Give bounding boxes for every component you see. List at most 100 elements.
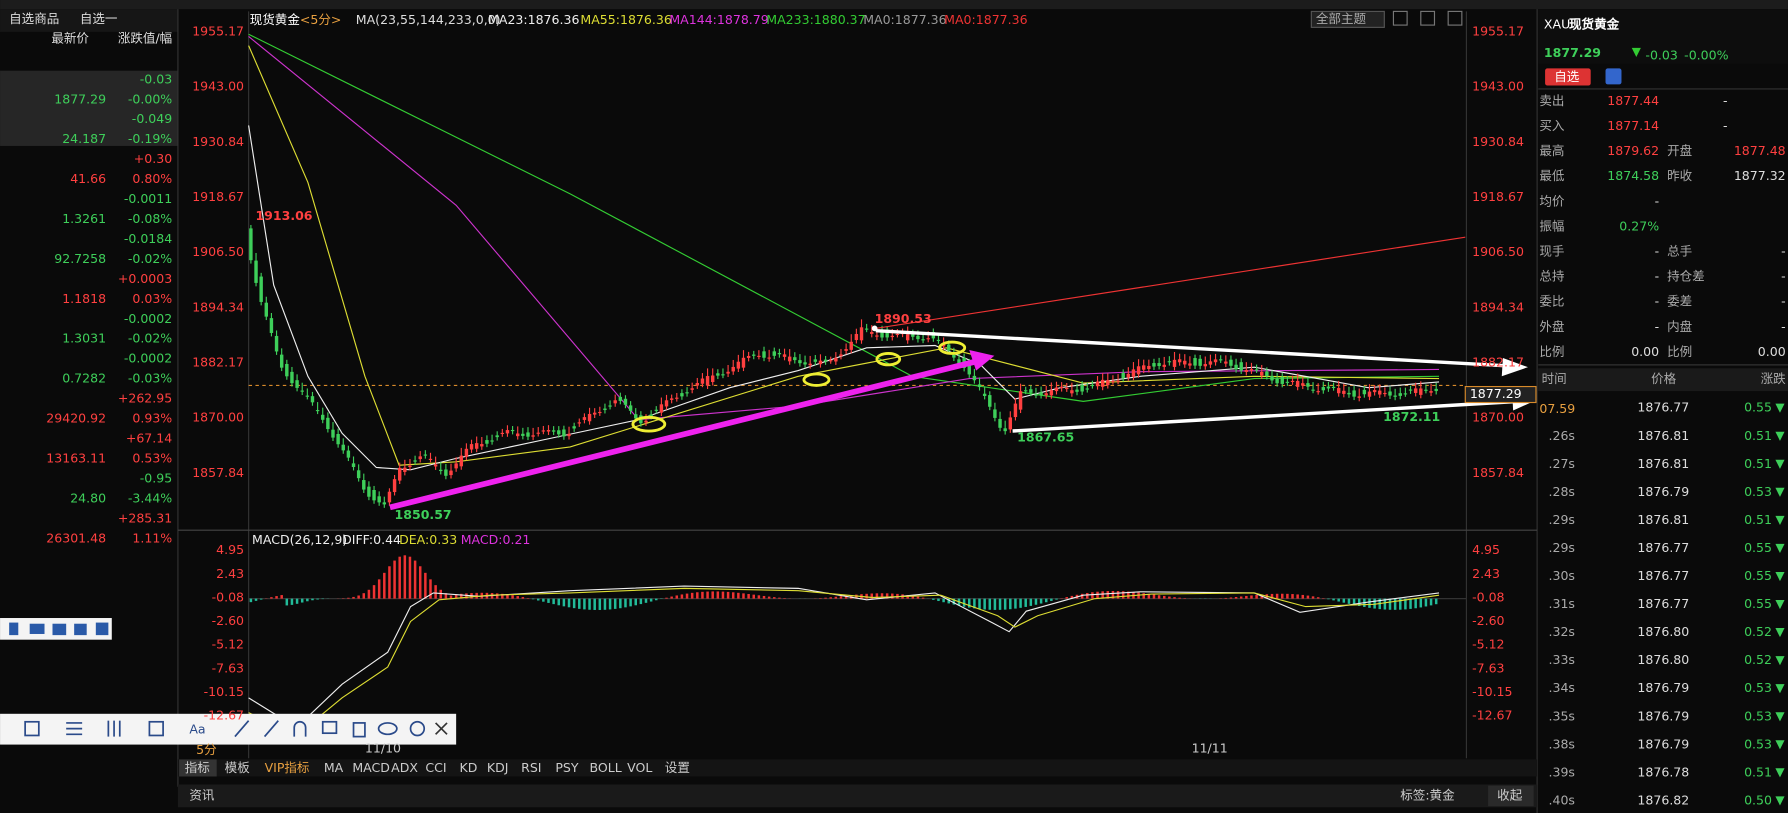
candle-body xyxy=(1260,371,1264,376)
macd-axis-label: 4.95 xyxy=(216,542,244,557)
candle-body xyxy=(454,463,458,469)
change: -0.0002 xyxy=(124,311,172,326)
price: 1.1818 xyxy=(62,291,106,306)
tick-time: .27s xyxy=(1549,456,1575,471)
date-label: 11/10 xyxy=(365,741,401,756)
change: +262.95 xyxy=(118,391,172,406)
candle-body xyxy=(875,335,879,337)
candle-body xyxy=(1039,392,1043,396)
candle-body xyxy=(598,411,602,414)
indicator-tab[interactable]: VOL xyxy=(627,760,652,775)
theme-button[interactable] xyxy=(1310,10,1385,28)
candle-body xyxy=(526,432,530,437)
indicator-tab[interactable]: 指标 xyxy=(185,760,210,775)
pct: 1.11% xyxy=(132,530,172,545)
candle-body xyxy=(592,412,597,415)
candle-body xyxy=(721,374,725,376)
collapse-label[interactable]: 收起 xyxy=(1497,787,1523,802)
candle-body xyxy=(731,366,735,372)
news-tab[interactable]: 资讯 xyxy=(189,787,215,802)
annotation: 1872.11 xyxy=(1383,409,1440,424)
alert-button[interactable] xyxy=(1605,68,1622,85)
candle-body xyxy=(356,470,361,479)
candle-body xyxy=(1136,366,1141,375)
candle-body xyxy=(854,333,859,341)
price: 26301.48 xyxy=(46,530,106,545)
watch-button-label[interactable]: 自选 xyxy=(1554,69,1580,84)
input-icons[interactable] xyxy=(9,622,109,636)
indicator-tab[interactable]: MA xyxy=(324,760,344,775)
candle-body xyxy=(1270,376,1274,381)
active-tab[interactable] xyxy=(179,759,217,777)
candle-body xyxy=(557,430,561,435)
candle-body xyxy=(505,430,510,434)
icon[interactable] xyxy=(1392,10,1408,26)
quote-value: - xyxy=(1723,118,1728,133)
candle-body xyxy=(1367,391,1372,397)
icon[interactable] xyxy=(1447,10,1463,26)
candle-body xyxy=(321,414,325,420)
candle-body xyxy=(346,450,351,458)
icon[interactable] xyxy=(1420,10,1436,26)
indicator-tab[interactable]: CCI xyxy=(425,760,446,775)
candle-body xyxy=(941,344,946,347)
tick-change: 0.51 xyxy=(1744,456,1772,471)
pct: 0.03% xyxy=(132,291,172,306)
collapse-button[interactable] xyxy=(1488,785,1534,807)
tick-change: 0.51 xyxy=(1744,512,1772,527)
candle-body xyxy=(649,414,653,417)
theme-button-label[interactable]: 全部主题 xyxy=(1316,11,1367,26)
candle-body xyxy=(259,276,263,302)
candle-body xyxy=(1306,383,1310,387)
candle-body xyxy=(603,408,607,411)
candle-body xyxy=(859,327,864,341)
indicator-tab[interactable]: KD xyxy=(460,760,478,775)
indicator-tab[interactable]: PSY xyxy=(555,760,579,775)
indicator-tab[interactable]: 设置 xyxy=(665,760,690,775)
candle-body xyxy=(1419,388,1423,395)
candle-body xyxy=(290,371,294,384)
indicator-tab[interactable]: MACD xyxy=(352,760,390,775)
candle-body xyxy=(516,433,520,437)
down-arrow xyxy=(1631,47,1641,58)
down-arrow xyxy=(1775,403,1785,413)
candle-body xyxy=(890,335,894,338)
ma-value: MA0:1877.36 xyxy=(863,12,946,27)
indicator-tab[interactable]: ADX xyxy=(391,760,418,775)
candle-body xyxy=(449,470,453,476)
candle-body xyxy=(315,410,320,412)
down-arrow xyxy=(1775,543,1785,554)
indicator-tab[interactable]: RSI xyxy=(521,760,541,775)
quote-value: - xyxy=(1655,243,1660,258)
trend-arrow xyxy=(875,328,1511,368)
price-axis-label: 1857.84 xyxy=(1472,465,1524,480)
candle-body xyxy=(1070,390,1074,394)
period-label: 5分 xyxy=(196,742,217,757)
tool-icons[interactable] xyxy=(24,720,448,738)
candle-body xyxy=(752,354,756,356)
candle-body xyxy=(777,352,782,355)
tab[interactable]: 自选商品 xyxy=(9,11,59,26)
candle-body xyxy=(1280,376,1284,384)
tick-time: .34s xyxy=(1549,680,1575,695)
price-axis-label: 1918.67 xyxy=(192,189,244,204)
symbol-name: 现货黄金 xyxy=(1569,17,1620,32)
candle-body xyxy=(957,359,961,364)
change: -0.0002 xyxy=(124,351,172,366)
price-axis-label: 1930.84 xyxy=(192,134,244,149)
font-tool[interactable]: Aa xyxy=(189,721,205,736)
tick-time: .30s xyxy=(1549,568,1575,583)
tick-change: 0.55 xyxy=(1744,540,1772,555)
candle-body xyxy=(1275,378,1279,384)
candle-body xyxy=(705,376,710,386)
tick-time: .29s xyxy=(1549,512,1575,527)
tick-price: 1876.80 xyxy=(1637,624,1689,639)
candle-body xyxy=(397,467,402,481)
watch-button[interactable] xyxy=(1545,68,1591,86)
indicator-tab[interactable]: KDJ xyxy=(487,760,509,775)
indicator-tab[interactable]: BOLL xyxy=(590,760,622,775)
indicator-tab[interactable]: VIP指标 xyxy=(265,760,310,775)
tab[interactable]: 自选一 xyxy=(80,11,118,26)
indicator-tab[interactable]: 模板 xyxy=(225,760,251,775)
candle-body xyxy=(644,420,648,423)
